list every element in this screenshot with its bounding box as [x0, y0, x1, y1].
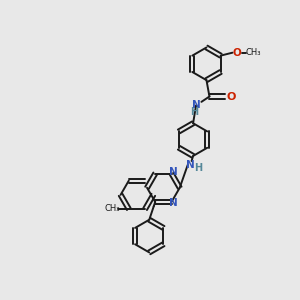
- Text: N: N: [169, 198, 177, 208]
- Text: N: N: [192, 100, 200, 110]
- Text: CH₃: CH₃: [246, 48, 261, 57]
- Text: H: H: [190, 107, 198, 117]
- Text: H: H: [194, 163, 202, 173]
- Text: N: N: [186, 160, 194, 170]
- Text: N: N: [169, 167, 177, 177]
- Text: O: O: [226, 92, 236, 101]
- Text: O: O: [232, 48, 242, 58]
- Text: CH₃: CH₃: [105, 205, 120, 214]
